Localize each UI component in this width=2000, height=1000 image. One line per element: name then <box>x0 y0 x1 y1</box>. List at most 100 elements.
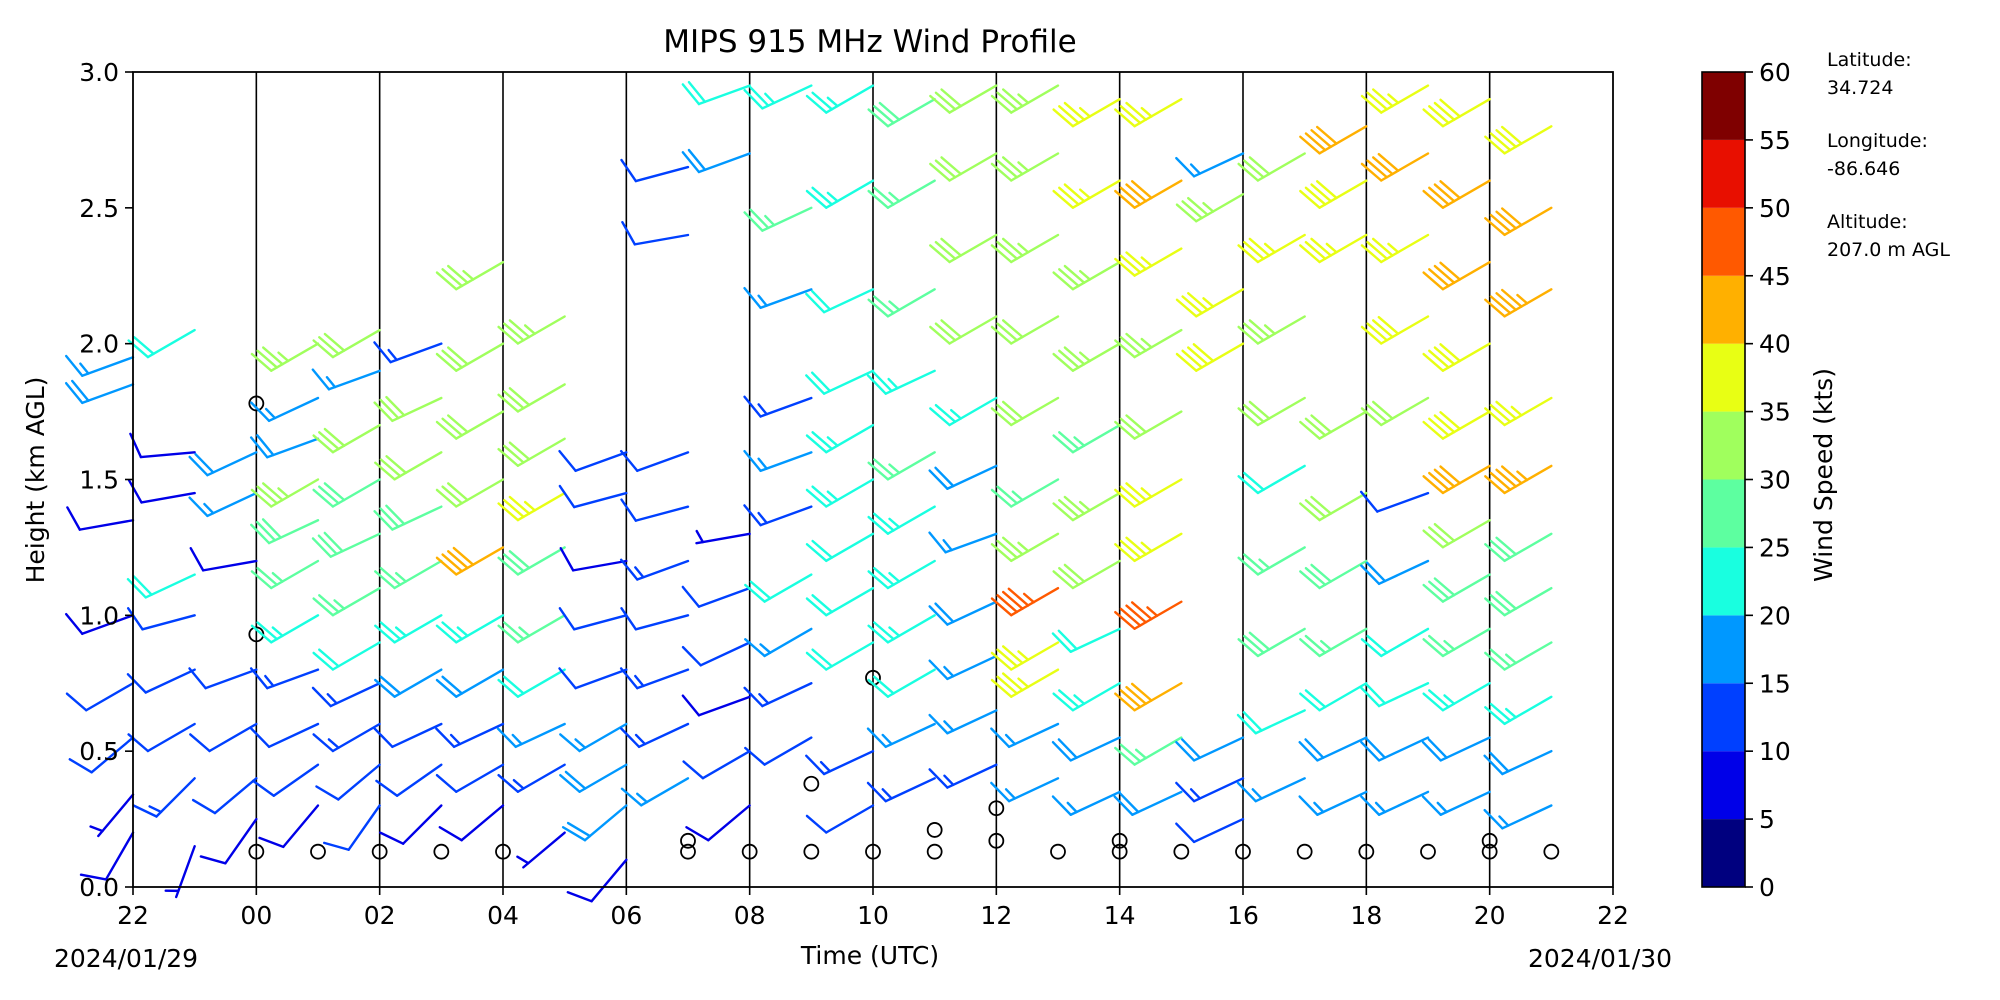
barb-feather <box>810 371 832 393</box>
barb-feather <box>503 621 525 641</box>
barb-feather <box>1428 268 1450 288</box>
barb-staff <box>1377 790 1430 816</box>
barb-feather <box>1372 400 1394 420</box>
wind-barb <box>990 152 1060 182</box>
barb-staff <box>141 614 196 631</box>
barb-feather <box>258 836 285 849</box>
wind-barb <box>681 148 751 174</box>
barb-feather <box>508 319 531 339</box>
barb-staff <box>455 478 505 508</box>
wind-barb <box>1237 152 1306 182</box>
barb-feather <box>1078 351 1091 363</box>
barb-feather <box>1498 815 1510 827</box>
barb-staff <box>140 491 196 504</box>
barb-staff <box>825 478 875 508</box>
wind-barb <box>1175 193 1245 223</box>
barb-feather <box>256 434 275 457</box>
wind-barb <box>621 221 690 246</box>
barb-staff <box>1007 777 1060 803</box>
wind-barb <box>1359 490 1430 513</box>
wind-barb <box>1420 843 1436 860</box>
barb-feather <box>1140 337 1153 349</box>
longitude-value: -86.646 <box>1827 158 1900 180</box>
barb-feather <box>1484 597 1506 617</box>
colorbar-tick-label: 45 <box>1759 262 1791 291</box>
barb-feather <box>496 727 517 749</box>
barb-feather <box>373 727 394 749</box>
wind-barb <box>250 559 320 590</box>
wind-barb <box>566 858 628 903</box>
barb-feather <box>619 667 639 690</box>
barb-feather <box>497 447 520 467</box>
barb-feather <box>373 341 392 364</box>
barb-feather <box>749 86 770 107</box>
barb-feather <box>620 498 638 522</box>
wind-barb <box>743 449 813 473</box>
barb-staff <box>401 804 443 845</box>
barb-feather <box>873 512 895 532</box>
wind-barb <box>867 668 936 698</box>
colorbar-segment <box>1702 343 1745 412</box>
wind-barb <box>312 328 381 359</box>
barb-staff <box>208 722 258 753</box>
barb-staff <box>636 668 690 690</box>
barb-feather <box>949 409 963 420</box>
barb-staff <box>1318 627 1368 658</box>
barb-staff <box>1376 491 1430 513</box>
barb-feather <box>943 665 955 678</box>
barb-staff <box>1010 532 1060 563</box>
wind-barb <box>866 369 936 395</box>
barb-feather <box>1304 689 1327 709</box>
barb-feather <box>888 517 901 529</box>
barb-staff <box>104 831 135 881</box>
barb-feather <box>1058 105 1080 125</box>
wind-barb <box>867 505 936 535</box>
barb-staff <box>1380 84 1430 114</box>
barb-feather <box>1078 106 1091 118</box>
barb-feather <box>374 461 396 481</box>
barb-staff <box>1071 682 1121 712</box>
calm-circle <box>1111 832 1128 849</box>
barb-staff <box>1010 641 1060 671</box>
wind-barb <box>129 432 196 459</box>
wind-barb <box>374 668 443 698</box>
wind-barb <box>620 158 690 183</box>
barb-staff <box>389 342 443 364</box>
barb-staff <box>636 559 690 581</box>
barb-feather <box>759 643 772 654</box>
barb-feather <box>1248 237 1271 257</box>
barb-feather <box>819 760 832 773</box>
barb-feather <box>566 891 593 903</box>
wind-barb <box>516 831 566 869</box>
barb-feather <box>79 362 90 375</box>
barb-feather <box>1422 271 1445 291</box>
calm-circle <box>680 843 696 860</box>
wind-barb <box>1299 559 1368 590</box>
barb-feather <box>1119 792 1140 814</box>
barb-feather <box>1510 405 1523 417</box>
barb-feather <box>764 92 776 105</box>
wind-barb <box>803 843 820 860</box>
barb-staff <box>1010 152 1060 182</box>
barb-staff <box>1010 315 1060 345</box>
barb-staff <box>1441 260 1491 291</box>
x-tick-label: 12 <box>980 901 1012 930</box>
barb-staff <box>1192 736 1245 762</box>
barb-feather <box>743 211 764 232</box>
wind-barb <box>559 722 628 753</box>
wind-barb <box>1481 832 1498 849</box>
barb-feather <box>1484 407 1506 427</box>
barb-feather <box>1428 105 1450 125</box>
wind-barb <box>188 451 258 477</box>
barb-feather <box>1433 264 1456 284</box>
wind-barb <box>497 437 566 467</box>
barb-feather <box>636 792 649 804</box>
barb-feather <box>1114 420 1136 440</box>
barb-staff <box>1010 233 1060 264</box>
barb-staff <box>574 668 628 690</box>
barb-feather <box>1237 556 1260 576</box>
barb-feather <box>996 159 1019 179</box>
barb-staff <box>455 546 505 576</box>
wind-barb <box>1422 464 1491 495</box>
wind-barb <box>1360 627 1430 658</box>
